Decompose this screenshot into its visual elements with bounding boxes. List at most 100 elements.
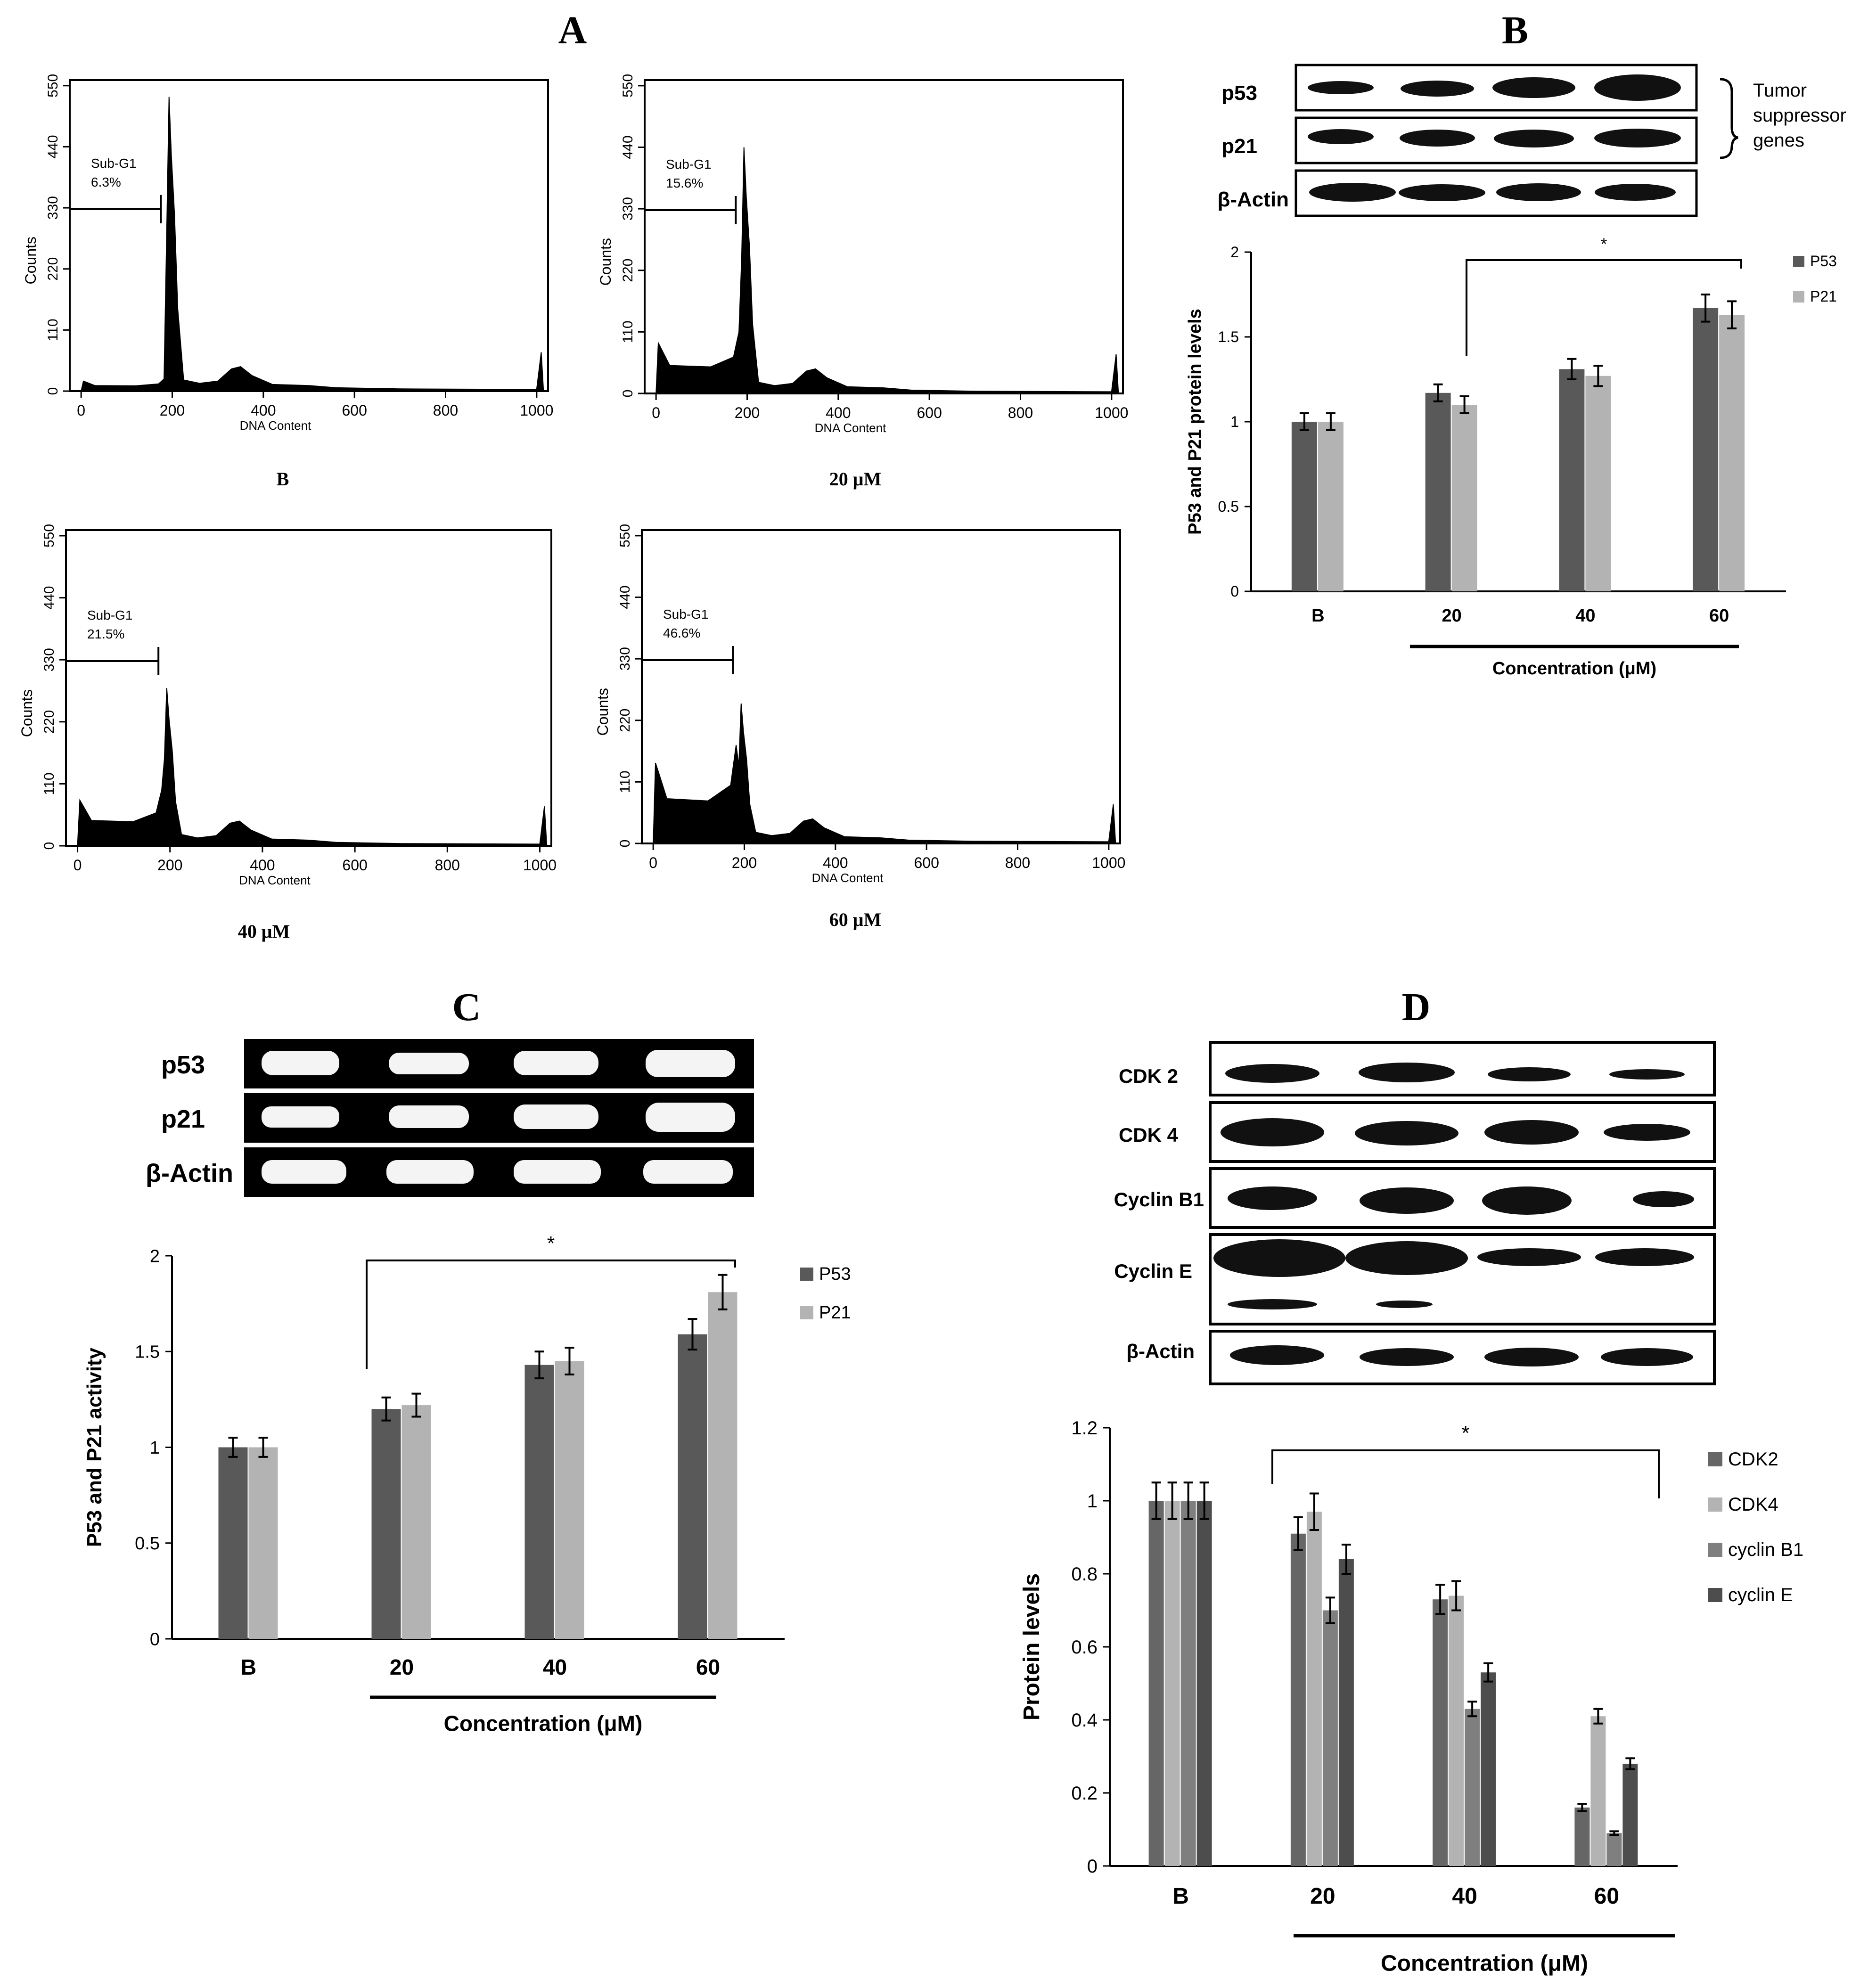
- category-label: 40: [543, 1655, 567, 1679]
- blot-label-cdk2: CDK 2: [1119, 1065, 1178, 1087]
- category-label: 60: [1594, 1884, 1619, 1909]
- bar-cyclin-e: [1196, 1501, 1212, 1866]
- y-tick-label: 1: [1230, 413, 1239, 430]
- blot-label-cyclin-b1: Cyclin B1: [1114, 1188, 1204, 1211]
- x-axis-label: DNA Content: [240, 418, 312, 433]
- x-tick-label: 400: [826, 404, 851, 421]
- y-tick-label: 110: [45, 319, 61, 341]
- x-tick-label: 800: [1008, 404, 1033, 421]
- x-tick-label: 600: [914, 854, 939, 871]
- y-tick-label: 440: [620, 135, 636, 159]
- y-tick-label: 550: [45, 74, 61, 98]
- x-axis-label: DNA Content: [239, 873, 311, 887]
- panel-b-letter: B: [1502, 8, 1528, 52]
- bracket-label-2: suppressor: [1753, 105, 1846, 126]
- gate-value: 15.6%: [666, 176, 703, 190]
- legend-label: cyclin B1: [1728, 1539, 1803, 1560]
- legend-label: P21: [819, 1303, 851, 1323]
- bar-p21: [555, 1361, 584, 1639]
- blot-label-p21: p21: [161, 1105, 205, 1133]
- x-tick-label: 1000: [1092, 854, 1125, 871]
- histogram-frame: [641, 529, 1121, 844]
- bracket-label-3: genes: [1753, 130, 1804, 151]
- y-tick-label: 0.2: [1071, 1783, 1098, 1804]
- y-tick-label: 330: [45, 196, 61, 220]
- bar-cdk2: [1290, 1533, 1306, 1866]
- gate-label: Sub-G1: [87, 608, 133, 622]
- bar-cdk2: [1574, 1808, 1590, 1866]
- histogram-caption: B: [277, 468, 289, 490]
- bar-p21: [401, 1405, 431, 1639]
- x-tick-label: 200: [735, 404, 760, 421]
- blot-label-cyclin-e: Cyclin E: [1114, 1260, 1192, 1282]
- significance-star: *: [1601, 235, 1607, 254]
- legend-label: P53: [819, 1264, 851, 1284]
- histogram-area: [77, 687, 548, 846]
- y-tick-label: 0.5: [1218, 498, 1239, 515]
- legend-swatch: [1708, 1497, 1722, 1512]
- western-blot-d: [1209, 1041, 1716, 1385]
- bar-chart-c: 0 0.5 1 1.5 2 B 20 40 60 * Concentration (μM) P53 a…: [83, 1232, 851, 1735]
- y-tick-label: 110: [617, 770, 633, 793]
- histogram-frame: [644, 79, 1124, 394]
- bar-p53: [371, 1409, 401, 1639]
- gate-value: 21.5%: [87, 627, 124, 641]
- y-axis-label: P53 and P21 protein levels: [1185, 309, 1205, 534]
- x-axis-label: Concentration (μM): [1381, 1951, 1588, 1976]
- significance-star: *: [1461, 1422, 1469, 1445]
- legend-label: cyclin E: [1728, 1585, 1793, 1605]
- bar-cyclin-b1: [1465, 1709, 1480, 1866]
- bar-cyclin-e: [1338, 1559, 1354, 1866]
- y-tick-label: 0.6: [1071, 1637, 1098, 1658]
- bar-p21: [1451, 405, 1477, 591]
- y-tick-label: 550: [41, 524, 57, 548]
- x-tick-label: 400: [823, 854, 848, 871]
- x-tick-label: 600: [342, 402, 367, 419]
- legend-label: CDK4: [1728, 1494, 1778, 1515]
- bar-cdk4: [1449, 1595, 1464, 1866]
- histogram-3: 0 200 400 600 800 1000 0 110 220 330 440 550 DNA Con…: [18, 524, 557, 942]
- y-tick-label: 220: [620, 259, 636, 282]
- bar-p53: [524, 1365, 554, 1639]
- y-tick-label: 0: [617, 840, 633, 848]
- y-tick-label: 0: [1087, 1856, 1098, 1877]
- y-tick-label: 0: [620, 390, 636, 398]
- y-tick-label: 330: [617, 647, 633, 671]
- y-tick-label: 1.2: [1071, 1418, 1098, 1439]
- y-axis-label: Counts: [594, 688, 611, 736]
- bar-cyclin-b1: [1322, 1610, 1338, 1866]
- bar-cdk4: [1590, 1716, 1606, 1866]
- bar-p21: [1585, 376, 1611, 591]
- y-tick-label: 0.5: [135, 1534, 160, 1554]
- y-tick-label: 0: [41, 842, 57, 850]
- bar-p53: [678, 1334, 707, 1639]
- panel-c: C p53 p21 β-Actin 0 0.5 1 1.5 2 B 20 40 60 * Conce…: [83, 985, 851, 1735]
- blot-label-actin: β-Actin: [146, 1159, 233, 1187]
- bar-cdk4: [1306, 1512, 1322, 1866]
- x-tick-label: 1000: [523, 857, 557, 874]
- gate-value: 46.6%: [663, 626, 700, 640]
- x-tick-label: 800: [435, 857, 460, 874]
- y-tick-label: 330: [41, 648, 57, 671]
- histogram-caption: 60 μM: [829, 909, 881, 930]
- y-tick-label: 0.8: [1071, 1564, 1098, 1585]
- panel-a: A 0 200 400 600 800 1000 0 110 220 330 440 550 DNA C…: [18, 8, 1128, 942]
- blot-label-actin: β-Actin: [1126, 1340, 1195, 1362]
- category-label: 60: [696, 1655, 720, 1679]
- x-tick-label: 1000: [1095, 404, 1128, 421]
- panel-b: B p53 p21 β-Actin Tumor suppressor genes…: [1185, 8, 1846, 679]
- bar-cdk2: [1148, 1501, 1164, 1866]
- bar-chart-d: 0 0.2 0.4 0.6 0.8 1 1.2 B 20 40 60 * Concentration (…: [1019, 1418, 1803, 1976]
- y-axis-label: Protein levels: [1019, 1573, 1044, 1720]
- y-axis-label: Counts: [22, 237, 39, 284]
- histogram-caption: 40 μM: [238, 921, 290, 942]
- tumor-suppressor-bracket: Tumor suppressor genes: [1720, 78, 1846, 159]
- x-tick-label: 600: [917, 404, 942, 421]
- bar-p21: [1318, 422, 1344, 591]
- panel-c-letter: C: [452, 985, 481, 1029]
- gate-label: Sub-G1: [91, 156, 137, 171]
- y-tick-label: 220: [617, 709, 633, 732]
- panel-d-letter: D: [1402, 985, 1431, 1029]
- x-axis-label: Concentration (μM): [444, 1711, 643, 1735]
